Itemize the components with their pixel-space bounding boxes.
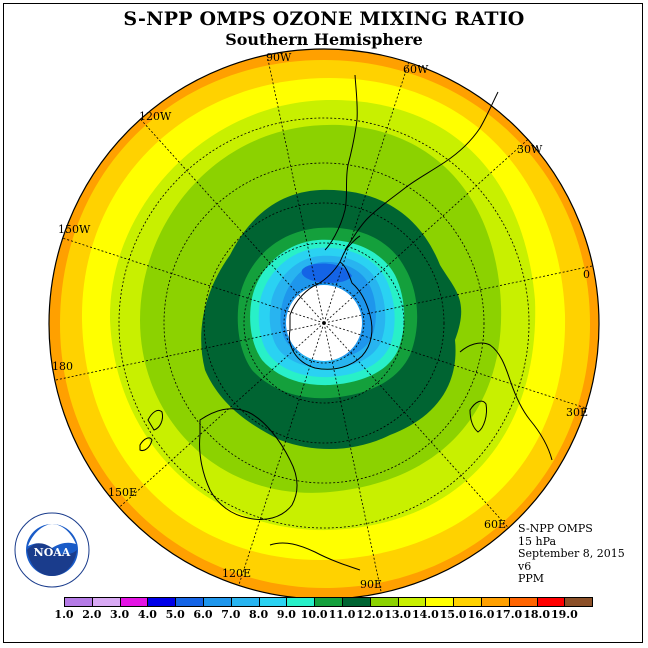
south-america-coastline	[324, 74, 499, 251]
colorbar-tick-label: 3.0	[110, 608, 130, 621]
colorbar-swatch	[453, 597, 482, 607]
colorbar-tick-label: 17.0	[495, 608, 523, 621]
antarctica-coastline	[288, 261, 373, 370]
indonesia-coastline	[269, 542, 361, 571]
latitude-circle	[203, 202, 445, 444]
colorbar-swatch	[230, 597, 260, 607]
meridian-line	[323, 61, 410, 324]
meridian-line	[54, 322, 325, 381]
noaa-logo: NOAA	[14, 512, 90, 588]
coastlines	[139, 74, 553, 571]
colorbar-tick-label: 12.0	[356, 608, 384, 621]
colorbar-tick-label: 14.0	[411, 608, 439, 621]
ozone-contour-field	[49, 49, 599, 599]
africa-coastline	[459, 342, 553, 461]
longitude-label: 90E	[360, 578, 383, 591]
meridian-line	[323, 265, 594, 324]
lat-lon-grid	[54, 53, 594, 593]
colorbar-swatch	[286, 597, 316, 607]
colorbar-tick-label: 11.0	[328, 608, 356, 621]
longitude-label: 0	[583, 268, 590, 281]
map-subtitle: Southern Hemisphere	[225, 30, 423, 49]
colorbar-tick-label: 2.0	[82, 608, 102, 621]
logo-text: NOAA	[34, 546, 71, 559]
meridian-line	[323, 138, 529, 324]
latitude-circle	[283, 282, 365, 364]
longitude-label: 90W	[266, 51, 292, 64]
australia-coastline	[199, 408, 298, 520]
colorbar-tick-label: 9.0	[276, 608, 296, 621]
map-title: S-NPP OMPS OZONE MIXING RATIO	[123, 8, 525, 30]
colorbar-swatch	[119, 597, 149, 607]
colorbar-swatch	[203, 597, 232, 607]
colorbar-swatch	[175, 597, 204, 607]
colorbar-swatch	[314, 597, 343, 607]
colorbar-swatch	[564, 597, 594, 607]
longitude-label: 30E	[566, 406, 589, 419]
info-block: S-NPP OMPS 15 hPa September 8, 2015 v6 P…	[518, 522, 625, 586]
info-satellite: S-NPP OMPS	[518, 522, 593, 535]
longitude-label: 60E	[484, 518, 507, 531]
colorbar-tick-label: 4.0	[137, 608, 157, 621]
colorbar-tick-label: 15.0	[439, 608, 467, 621]
meridian-line	[323, 322, 586, 409]
colorbar-tick-label: 6.0	[193, 608, 213, 621]
longitude-label: 120W	[139, 110, 172, 123]
colorbar-tick-label: 16.0	[467, 608, 495, 621]
longitude-label: 60W	[403, 63, 429, 76]
meridian-line	[323, 322, 382, 593]
longitude-label: 180	[52, 360, 73, 373]
colorbar-tick-label: 18.0	[523, 608, 550, 621]
madagascar-coastline	[469, 400, 487, 433]
colorbar-swatch	[508, 597, 538, 607]
colorbar-swatch	[147, 597, 177, 607]
latitude-circle	[118, 117, 530, 529]
meridian-line	[323, 322, 509, 528]
meridian-line	[62, 237, 325, 324]
new-zealand-coastline	[139, 409, 163, 451]
info-units: PPM	[518, 572, 545, 585]
south-pole-marker	[322, 321, 326, 325]
longitude-label: 120E	[222, 567, 252, 580]
colorbar-swatch	[64, 597, 93, 607]
colorbar-swatch	[258, 597, 288, 607]
colorbar-tick-label: 1.0	[54, 608, 74, 621]
longitude-label: 150W	[58, 223, 91, 236]
meridian-line	[266, 53, 325, 324]
colorbar-swatch	[425, 597, 455, 607]
antarctic-peninsula-coastline	[339, 235, 361, 263]
colorbar-tick-label: 13.0	[384, 608, 411, 621]
colorbar-tick-label: 19.0	[550, 608, 578, 621]
meridian-line	[139, 118, 325, 324]
figure-frame	[3, 3, 643, 643]
longitude-label: 150E	[108, 486, 138, 499]
colorbar-tick-label: 7.0	[221, 608, 241, 621]
colorbar-swatch	[369, 597, 399, 607]
longitude-label: 30W	[517, 143, 543, 156]
latitude-circle	[243, 242, 405, 404]
colorbar-tick-label: 10.0	[300, 608, 328, 621]
info-date: September 8, 2015	[518, 547, 625, 560]
info-version: v6	[518, 559, 532, 573]
colorbar-tick-label: 8.0	[249, 608, 269, 621]
colorbar-swatch	[342, 597, 371, 607]
colorbar-tick-label: 5.0	[165, 608, 185, 621]
meridian-line	[119, 322, 325, 508]
info-pressure-level: 15 hPa	[518, 534, 557, 548]
colorbar-swatch	[536, 597, 566, 607]
latitude-circle	[163, 162, 485, 484]
colorbar-swatch	[481, 597, 510, 607]
colorbar-swatch	[397, 597, 427, 607]
colorbar-swatch	[91, 597, 121, 607]
